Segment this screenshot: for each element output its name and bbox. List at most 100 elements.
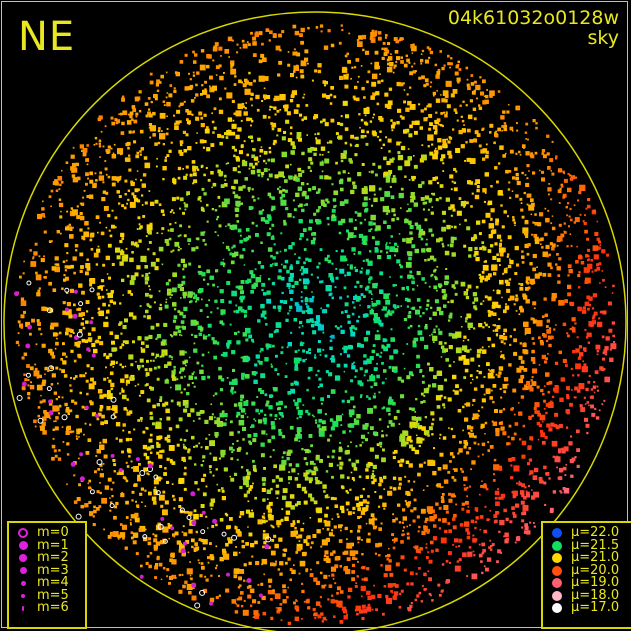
star-point: [567, 202, 570, 205]
star-point: [181, 325, 184, 329]
star-point: [228, 56, 230, 58]
star-point: [478, 104, 481, 107]
star-point: [344, 274, 347, 277]
star-point: [359, 304, 361, 307]
star-point: [267, 192, 272, 197]
star-point: [55, 416, 59, 420]
star-point: [469, 99, 473, 103]
star-point: [274, 418, 277, 421]
star-point: [363, 295, 366, 298]
star-point: [136, 505, 140, 508]
star-point: [389, 486, 393, 490]
star-point: [472, 550, 475, 553]
star-point: [383, 369, 387, 373]
star-point: [284, 516, 289, 521]
star-point: [500, 396, 503, 399]
star-point: [260, 373, 266, 379]
star-point: [233, 310, 236, 313]
star-point: [544, 207, 547, 210]
star-point: [532, 361, 536, 364]
star-point: [99, 441, 102, 444]
star-point: [84, 372, 87, 375]
star-point: [417, 530, 420, 533]
star-point: [147, 473, 150, 476]
star-point: [37, 414, 40, 418]
star-point: [432, 177, 437, 181]
star-point: [188, 529, 193, 534]
star-point: [211, 525, 215, 528]
star-point: [338, 524, 342, 529]
star-point: [330, 86, 334, 90]
star-point: [348, 409, 355, 416]
star-point: [156, 232, 159, 234]
star-point: [49, 325, 55, 330]
star-point: [303, 116, 308, 120]
star-point: [178, 149, 183, 154]
star-point: [48, 348, 53, 354]
star-point: [383, 52, 388, 56]
star-point: [237, 586, 241, 589]
star-point: [525, 138, 527, 140]
star-point: [107, 477, 112, 482]
star-point: [298, 326, 301, 329]
star-point: [282, 553, 286, 557]
star-point: [164, 156, 167, 159]
star-point: [111, 263, 115, 266]
star-point: [301, 151, 305, 155]
star-point: [550, 198, 553, 201]
star-point: [509, 126, 514, 131]
star-point: [406, 210, 409, 213]
star-point: [487, 337, 490, 339]
star-point: [104, 485, 110, 490]
star-point: [576, 464, 580, 468]
star-point: [540, 388, 544, 393]
star-point: [357, 41, 363, 47]
star-point: [210, 507, 213, 510]
star-point: [205, 437, 208, 440]
star-point: [172, 494, 175, 498]
star-point: [380, 564, 383, 567]
star-point: [467, 180, 472, 185]
star-point: [545, 403, 550, 407]
star-point: [131, 536, 134, 540]
star-point: [331, 529, 334, 532]
star-point: [343, 286, 347, 290]
star-point: [158, 454, 163, 459]
star-point: [502, 154, 506, 158]
star-point: [336, 464, 339, 467]
star-point: [50, 322, 55, 327]
star-point: [270, 254, 273, 258]
star-point: [364, 135, 367, 138]
star-point: [362, 241, 367, 245]
star-point: [521, 493, 525, 498]
star-point: [336, 591, 339, 595]
star-point: [378, 391, 381, 394]
star-point: [425, 243, 428, 246]
star-point: [512, 388, 517, 393]
star-point: [407, 156, 412, 161]
star-point: [292, 216, 295, 219]
star-point: [221, 201, 228, 208]
star-point: [74, 341, 79, 347]
star-point: [150, 325, 155, 330]
star-point: [428, 56, 431, 59]
star-point: [463, 124, 465, 126]
star-point: [215, 523, 218, 527]
star-point: [530, 438, 534, 441]
star-point: [161, 349, 168, 356]
star-point: [227, 223, 231, 227]
star-point: [493, 514, 498, 518]
star-point: [254, 540, 258, 545]
star-point: [331, 208, 336, 213]
star-point: [158, 127, 161, 130]
star-point: [416, 594, 420, 598]
star-point: [346, 314, 351, 319]
star-point: [560, 491, 563, 494]
star-point: [509, 259, 514, 265]
star-point: [325, 537, 330, 542]
star-point: [146, 398, 151, 403]
star-point: [418, 591, 422, 595]
star-point: [295, 51, 298, 53]
star-point: [357, 541, 360, 544]
star-point: [324, 494, 329, 499]
